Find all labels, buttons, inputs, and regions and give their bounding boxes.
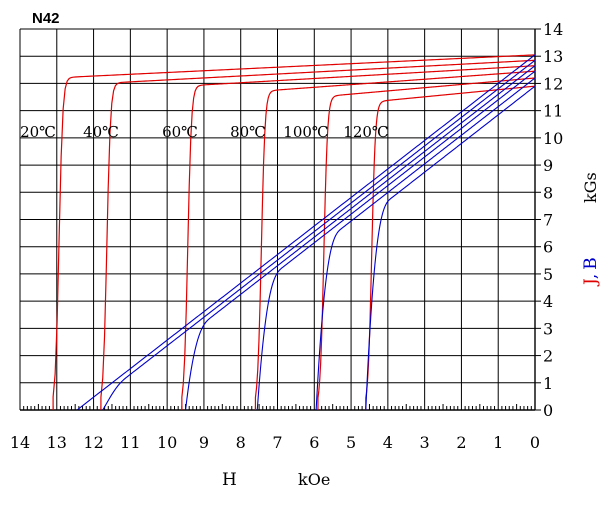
x-tick-label: 12 (83, 433, 103, 452)
x-tick-label: 1 (493, 433, 503, 452)
j-curve (52, 54, 536, 410)
curves (52, 54, 536, 411)
x-tick-label: 5 (346, 433, 356, 452)
svg-text:J,B: J, B (581, 257, 601, 287)
y-tick-label: 12 (543, 74, 563, 93)
b-curve (365, 85, 536, 411)
y-label-sep: , (581, 274, 601, 279)
x-tick-label: 11 (120, 433, 140, 452)
j-curve (365, 85, 536, 410)
y-tick-label: 0 (543, 401, 553, 420)
y-tick-label: 9 (543, 156, 553, 175)
y-axis-unit: kGs (581, 172, 600, 203)
b-curve (256, 70, 536, 411)
x-tick-label: 0 (530, 433, 540, 452)
x-tick-label: 6 (309, 433, 319, 452)
x-tick-label: 3 (420, 433, 430, 452)
b-curve (76, 54, 536, 411)
j-curve (317, 77, 536, 410)
x-tick-label: 8 (236, 433, 246, 452)
y-tick-label: 14 (543, 20, 563, 39)
y-tick-label: 2 (543, 347, 553, 366)
x-tick-label: 13 (47, 433, 67, 452)
temperature-label: 60℃ (162, 123, 198, 141)
x-tick-label: 2 (456, 433, 466, 452)
x-tick-label: 14 (10, 433, 30, 452)
x-minor-ticks (23, 404, 532, 410)
j-curve (181, 65, 536, 410)
y-tick-label: 4 (543, 292, 553, 311)
x-axis-unit: kOe (298, 470, 330, 489)
y-tick-label: 10 (543, 129, 563, 148)
y-label-b: B (581, 257, 601, 270)
y-tick-label: 11 (543, 102, 563, 121)
svg-text:kGs: kGs (581, 172, 600, 203)
y-tick-label: 13 (543, 47, 563, 66)
temperature-label: 20℃ (20, 123, 56, 141)
y-tick-label: 1 (543, 374, 553, 393)
temperature-label: 120℃ (343, 123, 388, 141)
x-tick-label: 9 (199, 433, 209, 452)
y-axis-label: J, B (581, 257, 601, 287)
chart-title: N42 (32, 10, 60, 27)
y-tick-label: 5 (543, 265, 553, 284)
b-curve (315, 77, 536, 411)
x-axis-label: H (222, 470, 237, 490)
y-tick-label: 8 (543, 183, 553, 202)
temperature-label: 80℃ (230, 123, 266, 141)
j-curve (254, 70, 536, 410)
y-label-j: J (581, 278, 601, 287)
b-curve (184, 65, 536, 411)
y-tick-label: 6 (543, 238, 553, 257)
x-tick-label: 10 (157, 433, 177, 452)
temperature-label: 100℃ (283, 123, 328, 141)
j-curve (100, 59, 536, 410)
x-tick-label: 4 (383, 433, 393, 452)
temperature-label: 40℃ (83, 123, 119, 141)
labels: 14 13 12 11 10 9 8 7 6 5 4 3 2 1 001234567891011121314… (10, 20, 564, 452)
b-curve (102, 59, 536, 411)
x-tick-label: 7 (272, 433, 282, 452)
grid (19, 28, 541, 411)
y-tick-label: 7 (543, 211, 553, 230)
y-tick-label: 3 (543, 319, 553, 338)
